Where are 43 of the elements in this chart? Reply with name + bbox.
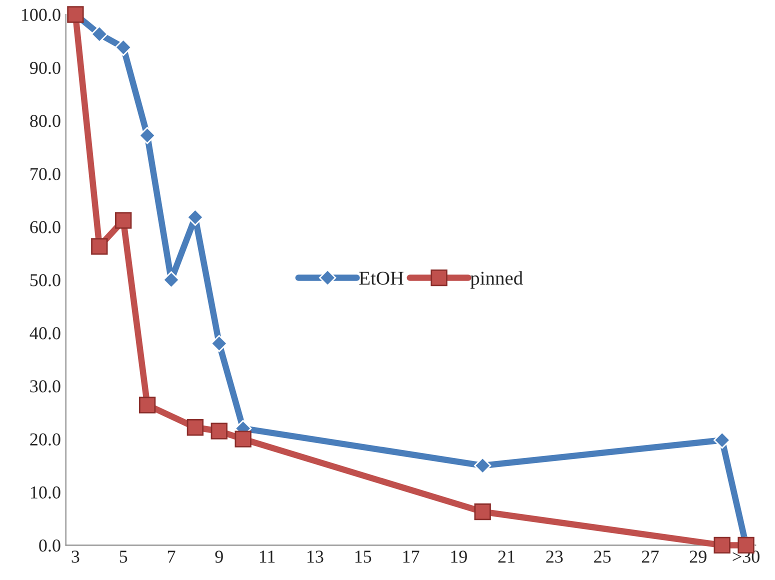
y-tick-label: 0.0 (39, 539, 60, 552)
point (162, 271, 180, 288)
point (210, 422, 228, 440)
x-tick-label: 25 (594, 550, 611, 563)
point (114, 38, 132, 56)
x-tick-label: 23 (546, 550, 563, 563)
y-tick-label: 10.0 (31, 486, 60, 499)
x-tick-label: 5 (120, 550, 128, 563)
point (210, 334, 228, 352)
point (714, 536, 730, 554)
x-tick-label: 29 (690, 550, 706, 563)
x-tick-label: 17 (403, 550, 420, 563)
x-tick-label: 15 (355, 550, 372, 563)
y-tick-label: 100.0 (22, 8, 60, 22)
y-tick-label: 40.0 (30, 327, 60, 340)
x-tick-label: 9 (215, 550, 223, 563)
point (474, 457, 492, 474)
point (91, 238, 108, 255)
x-tick-label: 7 (168, 550, 176, 563)
x-tick-label: 27 (642, 550, 659, 563)
legend-label: pinned (470, 271, 523, 289)
legend-label: EtOH (359, 272, 404, 285)
point (186, 419, 204, 436)
point (90, 26, 108, 43)
x-tick-label: 11 (260, 550, 275, 563)
y-tick-label: 70.0 (30, 168, 60, 180)
point (115, 212, 132, 229)
point (138, 396, 156, 414)
x-tick-label: 13 (308, 550, 324, 563)
point (474, 503, 491, 520)
point (234, 430, 252, 448)
x-tick-label: 19 (451, 550, 467, 563)
point (714, 432, 731, 449)
y-tick-label: 80.0 (30, 114, 60, 128)
point (138, 126, 156, 144)
point (186, 208, 204, 226)
y-tick-label: 50.0 (30, 274, 60, 286)
x-tick-label: 21 (498, 550, 514, 563)
y-tick-label: 60.0 (30, 221, 60, 234)
y-tick-label: 90.0 (30, 62, 60, 74)
y-tick-label: 30.0 (30, 380, 60, 393)
y-tick-label: 20.0 (30, 433, 60, 446)
x-tick-label: 3 (72, 550, 80, 563)
